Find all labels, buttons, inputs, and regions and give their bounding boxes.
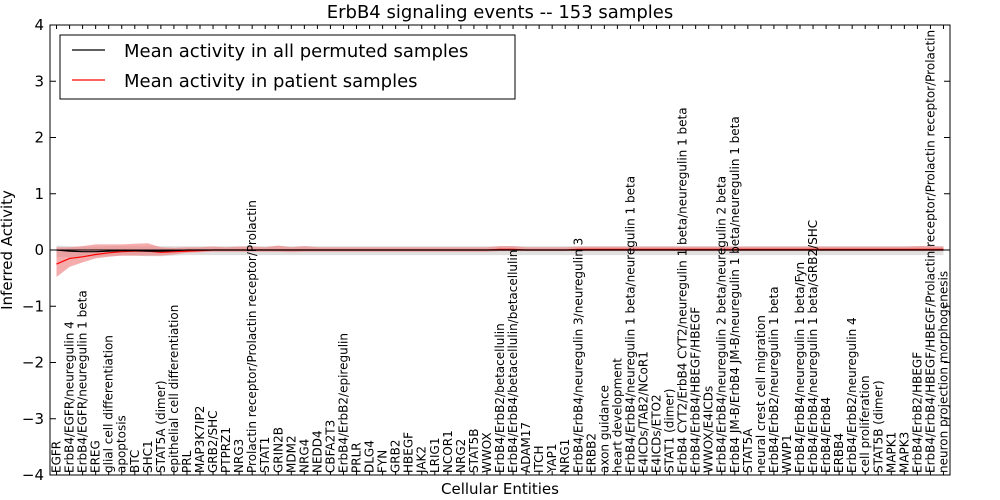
x-category-label: NRG4 bbox=[297, 439, 311, 473]
x-category-label: WWP1 bbox=[780, 434, 794, 473]
y-tick-label: −3 bbox=[22, 410, 44, 428]
x-category-label: MAP3K7IP2 bbox=[193, 406, 207, 473]
x-category-label: ErbB4/ErbB4/neuregulin 1 beta/neuregulin… bbox=[623, 176, 637, 473]
y-tick-label: 0 bbox=[34, 241, 44, 259]
x-category-label: ErbB4/ErbB4/neuregulin 1 beta/Fyn bbox=[793, 262, 807, 473]
y-tick-label: −4 bbox=[22, 466, 44, 484]
x-category-label: PRL bbox=[180, 450, 194, 473]
y-tick-label: 4 bbox=[34, 16, 44, 34]
x-category-label: WWOX bbox=[480, 432, 494, 473]
x-category-label: NEDD4 bbox=[310, 430, 324, 473]
x-category-label: ErbB4/EGFR/neuregulin 1 beta bbox=[76, 290, 90, 473]
x-category-label: GRB2/SHC bbox=[206, 410, 220, 473]
x-category-label: heart development bbox=[610, 358, 624, 473]
x-category-label: SHC1 bbox=[141, 440, 155, 473]
x-category-label: MAPK1 bbox=[884, 432, 898, 473]
y-tick-label: 1 bbox=[34, 185, 44, 203]
x-category-label: ErbB4 JM-B/ErbB4 JM-B/neuregulin 1 beta/… bbox=[728, 116, 742, 473]
x-category-label: EGFR bbox=[50, 441, 64, 473]
x-category-label: ErbB4 CYT2/ErbB4 CYT2/neuregulin 1 beta/… bbox=[676, 107, 690, 473]
x-category-label: STAT5A (dimer) bbox=[154, 380, 168, 473]
x-category-label: GRIN2B bbox=[271, 427, 285, 473]
x-category-label: ErbB4/ErbB4/HBEGF/HBEGF/Prolactin recept… bbox=[923, 30, 937, 473]
x-category-label: neuron projection morphogenesis bbox=[937, 271, 951, 473]
x-category-label: GRB2 bbox=[389, 439, 403, 473]
x-category-label: MDM2 bbox=[284, 435, 298, 473]
x-category-label: ErbB4/ErbB2/betacellulin bbox=[493, 323, 507, 473]
x-category-label: apoptosis bbox=[115, 415, 129, 473]
x-category-label: STAT1 bbox=[258, 437, 272, 473]
x-category-label: NRG3 bbox=[232, 439, 246, 473]
x-category-label: DLG4 bbox=[363, 440, 377, 473]
x-category-label: LRIG1 bbox=[428, 438, 442, 474]
y-tick-label: 2 bbox=[34, 129, 44, 147]
plot-area bbox=[50, 243, 950, 277]
x-category-label: WWOX/E4ICDs bbox=[702, 386, 716, 473]
x-category-label: ErbB4/ErbB4/HBEGF/HBEGF bbox=[689, 307, 703, 473]
x-category-label: STAT5B bbox=[467, 429, 481, 474]
x-category-label: Prolactin receptor/Prolactin receptor/Pr… bbox=[245, 200, 259, 473]
y-tick-label: 3 bbox=[34, 72, 44, 90]
x-category-label: NCOR1 bbox=[441, 430, 455, 473]
x-category-label: NRG2 bbox=[454, 439, 468, 473]
legend: Mean activity in all permuted samples Me… bbox=[59, 34, 516, 100]
x-category-label: ErbB4/ErbB2/epiregulin bbox=[337, 333, 351, 473]
y-tick-label: −1 bbox=[22, 297, 44, 315]
x-category-label: ErbB4/ErbB2/neuregulin 1 beta bbox=[767, 286, 781, 473]
chart-title: ErbB4 signaling events -- 153 samples bbox=[327, 2, 674, 23]
legend-box bbox=[59, 34, 516, 100]
x-category-label: BTC bbox=[128, 450, 142, 473]
axes: −4 −3 −2 −1 0 1 2 3 4 bbox=[22, 16, 951, 484]
x-axis-title: Cellular Entities bbox=[441, 480, 559, 498]
x-category-label: ErbB4/ErbB4/betacellulin/betacellulin bbox=[506, 250, 520, 473]
x-category-label: EREG bbox=[89, 440, 103, 473]
series-line-0 bbox=[56, 249, 944, 253]
x-category-label: axon guidance bbox=[597, 385, 611, 473]
x-category-label: STAT5B (dimer) bbox=[871, 380, 885, 473]
x-category-label: E4ICDs/ETO2 bbox=[650, 394, 664, 473]
x-category-label: ErbB4/ErbB4 bbox=[819, 397, 833, 473]
x-category-label: ErbB4/ErbB2/HBEGF bbox=[910, 352, 924, 473]
x-category-label: JAK2 bbox=[415, 446, 429, 474]
x-category-label: CBFA2T3 bbox=[323, 420, 337, 473]
x-category-label: neural crest cell migration bbox=[754, 315, 768, 473]
x-category-label: ADAM17 bbox=[519, 422, 533, 473]
x-category-label: PTPRZ1 bbox=[219, 427, 233, 473]
x-category-label: ITCH bbox=[532, 445, 546, 473]
x-category-label: ErbB4/ErbB4/neuregulin 1 beta/GRB2/SHC bbox=[806, 220, 820, 473]
x-category-label: FYN bbox=[376, 450, 390, 473]
y-axis-title: Inferred Activity bbox=[0, 190, 16, 310]
legend-label-patient: Mean activity in patient samples bbox=[124, 71, 418, 92]
x-category-label: ErbB4/ErbB4/neuregulin 2 beta/neuregulin… bbox=[715, 176, 729, 473]
x-category-label: NRG1 bbox=[558, 439, 572, 473]
x-category-label: ERBB4 bbox=[832, 433, 846, 473]
x-category-label: MAPK3 bbox=[897, 432, 911, 473]
x-category-label: ErbB4/EGFR/neuregulin 4 bbox=[63, 321, 77, 473]
x-category-label: STAT1 (dimer) bbox=[663, 389, 677, 473]
x-category-label: epithelial cell differentiation bbox=[167, 305, 181, 473]
x-category-label: ERBB2 bbox=[584, 433, 598, 473]
x-category-label: ErbB4/ErbB2/neuregulin 4 bbox=[845, 317, 859, 473]
x-category-label: cell proliferation bbox=[858, 375, 872, 473]
x-category-label: YAP1 bbox=[545, 444, 559, 474]
x-category-label: STAT5A bbox=[741, 428, 755, 473]
x-category-label: E4ICDs/TAB2/NCoR1 bbox=[637, 351, 651, 473]
y-tick-label: −2 bbox=[22, 354, 44, 372]
legend-label-permuted: Mean activity in all permuted samples bbox=[124, 41, 468, 62]
x-category-label: ErbB4/ErbB4/neuregulin 3/neuregulin 3 bbox=[571, 238, 585, 473]
x-category-label: HBEGF bbox=[402, 432, 416, 473]
category-labels: EGFR ErbB4/EGFR/neuregulin 4 ErbB4/EGFR/ne… bbox=[50, 30, 951, 474]
x-category-label: glial cell differentiation bbox=[102, 335, 116, 473]
x-category-label: PRLR bbox=[350, 442, 364, 473]
